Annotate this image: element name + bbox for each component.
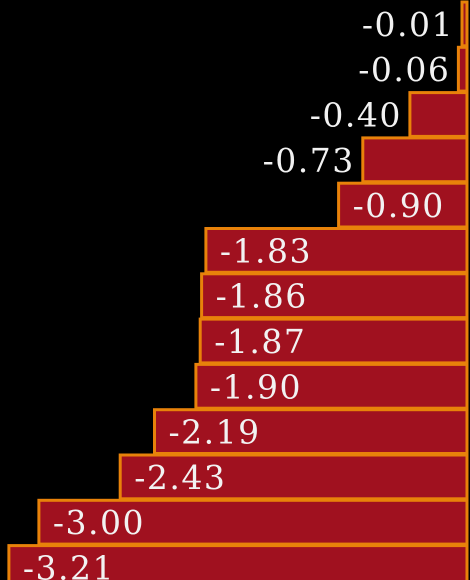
- bar: [198, 317, 469, 365]
- bar-value-label: -0.90: [353, 186, 445, 225]
- bar: [408, 91, 469, 138]
- bar-value-label: -0.06: [358, 50, 450, 89]
- bar: [194, 362, 469, 410]
- bar: [460, 0, 469, 48]
- bar-value-label: -3.00: [53, 503, 145, 542]
- bar: [118, 453, 469, 501]
- bar-value-label: -3.21: [23, 549, 115, 580]
- bar-value-label: -0.40: [310, 96, 402, 135]
- bar: [361, 136, 469, 184]
- bar-value-label: -1.83: [220, 231, 312, 270]
- bar-value-label: -1.86: [216, 277, 308, 316]
- bar-value-label: -2.19: [169, 413, 261, 452]
- bar-value-label: -1.87: [214, 322, 306, 361]
- bar: [153, 408, 469, 456]
- bar: [37, 498, 469, 546]
- bar-value-label: -0.73: [263, 141, 355, 180]
- bar: [7, 544, 469, 580]
- bar-value-label: -1.90: [210, 367, 302, 406]
- bar: [200, 272, 469, 320]
- bar-value-label: -0.01: [362, 5, 454, 44]
- bar-value-label: -2.43: [134, 458, 226, 497]
- bar: [456, 45, 469, 93]
